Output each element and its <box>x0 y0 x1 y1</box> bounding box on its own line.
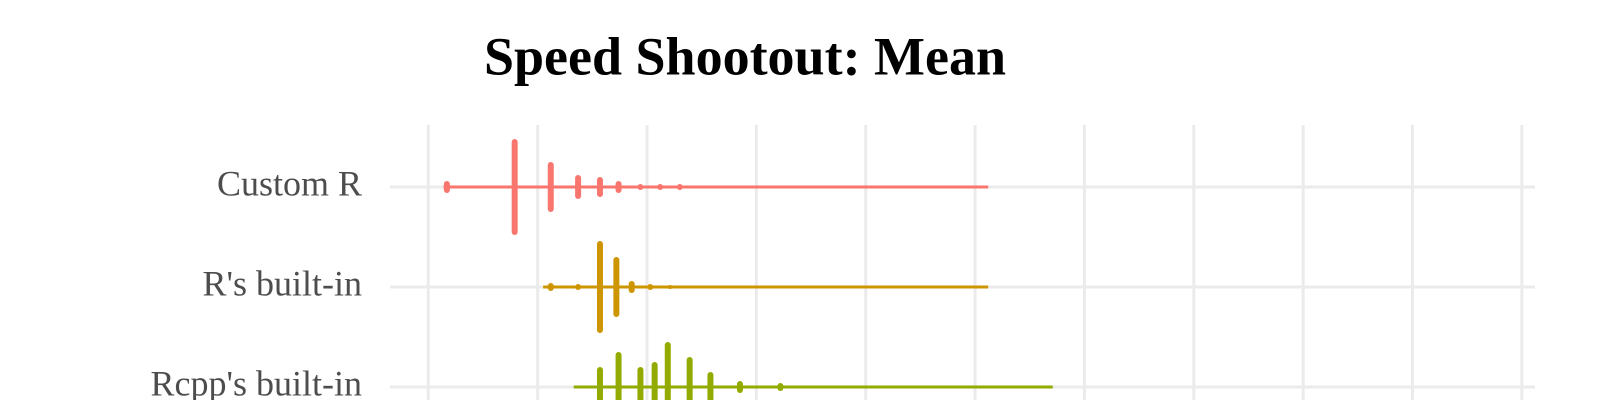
violin-density <box>443 181 450 193</box>
violin-density <box>657 184 664 190</box>
y-tick-label: Rcpp's built-in <box>151 363 362 400</box>
violin-density <box>596 367 603 400</box>
violin-density <box>666 285 673 289</box>
violin-density <box>647 284 654 290</box>
violin-density <box>686 357 693 400</box>
violin-density <box>707 372 714 400</box>
violin-density <box>664 342 671 400</box>
y-tick-label: Custom R <box>217 163 362 203</box>
violin-density <box>575 175 582 199</box>
violin-density <box>736 381 743 393</box>
violin-density <box>615 181 622 193</box>
violin-density <box>637 367 644 400</box>
violin-density <box>676 184 683 190</box>
y-tick-label: R's built-in <box>202 263 362 303</box>
violin-density <box>596 177 603 197</box>
violin-density <box>637 184 644 190</box>
violin-density <box>547 162 554 212</box>
chart-title: Speed Shootout: Mean <box>484 26 1006 86</box>
violin-density <box>511 139 518 235</box>
violin-density <box>547 283 554 291</box>
violin-density <box>777 383 784 391</box>
violin-density <box>651 362 658 400</box>
violin-density <box>613 257 620 317</box>
violin-density <box>575 284 582 290</box>
violin-density <box>615 352 622 400</box>
violin-density <box>596 241 603 333</box>
violin-density <box>628 281 635 293</box>
